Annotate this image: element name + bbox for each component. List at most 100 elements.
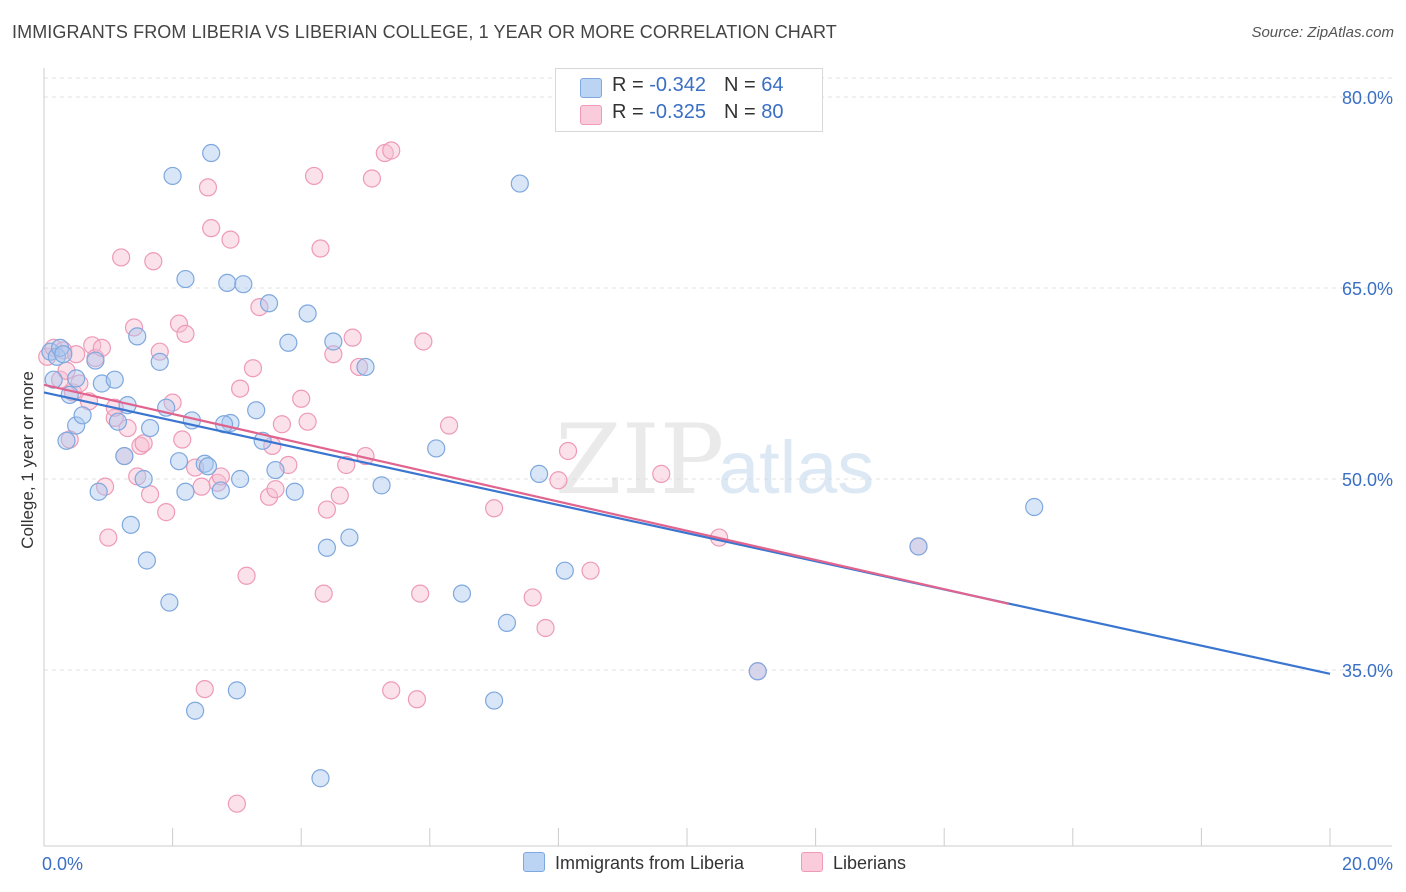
data-point-immigrants [247, 401, 266, 420]
trend-line-immigrants [43, 391, 1331, 675]
chart-source: Source: ZipAtlas.com [1251, 24, 1394, 41]
data-point-immigrants [555, 561, 574, 580]
data-point-immigrants [234, 275, 253, 294]
data-point-liberians [272, 415, 292, 434]
data-point-liberians [112, 248, 131, 267]
data-point-liberians [536, 618, 555, 638]
legend-n-label: N = [723, 101, 762, 123]
chart-title: IMMIGRANTS FROM LIBERIA VS LIBERIAN COLL… [12, 22, 837, 42]
data-point-liberians [195, 679, 214, 699]
data-point-immigrants [137, 551, 156, 570]
data-point-liberians [382, 141, 401, 160]
data-point-liberians [176, 324, 195, 343]
legend-n-value: 80 [761, 101, 784, 123]
y-tick-label: 80.0% [1342, 88, 1393, 108]
data-point-liberians [67, 345, 86, 364]
legend-r-label: R = [612, 101, 650, 123]
y-tick-label: 35.0% [1342, 661, 1393, 681]
data-point-liberians [314, 584, 333, 603]
legend-r-label: R = [612, 74, 650, 96]
data-point-immigrants [356, 357, 375, 377]
data-point-liberians [330, 486, 349, 505]
data-point-liberians [266, 480, 285, 499]
legend-r-value: -0.342 [649, 74, 706, 96]
data-point-liberians [227, 794, 246, 813]
data-point-immigrants [128, 327, 147, 346]
data-point-liberians [549, 471, 568, 490]
data-point-liberians [186, 458, 205, 477]
data-point-liberians [144, 252, 163, 271]
data-point-immigrants [485, 691, 504, 710]
data-point-liberians [317, 500, 337, 519]
data-point-immigrants [86, 351, 105, 370]
legend-r-value: -0.325 [649, 101, 706, 123]
data-point-liberians [173, 430, 192, 449]
watermark-zip: ZIP [555, 404, 724, 516]
data-point-immigrants [530, 464, 549, 484]
data-point-immigrants [176, 482, 195, 501]
data-point-immigrants [227, 681, 246, 700]
data-point-immigrants [510, 174, 529, 193]
trend-line-liberians [43, 383, 1009, 605]
data-point-liberians [198, 178, 218, 197]
legend-swatch-pink [801, 852, 823, 872]
data-point-immigrants [198, 457, 218, 476]
data-point-liberians [221, 230, 240, 249]
data-point-immigrants [169, 452, 189, 471]
data-point-immigrants [108, 412, 128, 431]
legend-item-immigrants: Immigrants from Liberia [523, 852, 744, 874]
data-point-immigrants [298, 304, 317, 323]
data-point-immigrants [279, 333, 298, 352]
data-point-immigrants [67, 416, 86, 435]
data-point-liberians [99, 528, 118, 547]
y-tick-label: 50.0% [1342, 470, 1393, 490]
data-point-liberians [192, 477, 211, 496]
data-point-immigrants [176, 269, 195, 289]
data-point-liberians [349, 357, 369, 377]
data-point-immigrants [57, 431, 76, 450]
legend-swatch-blue [523, 852, 545, 872]
data-point-immigrants [134, 469, 153, 489]
data-point-liberians [118, 418, 137, 438]
data-point-immigrants [285, 482, 304, 501]
legend-label-liberians: Liberians [833, 853, 907, 873]
data-point-immigrants [317, 538, 337, 557]
data-point-liberians [343, 328, 362, 347]
data-point-immigrants [140, 418, 160, 438]
data-point-liberians [523, 588, 542, 607]
data-point-immigrants [311, 769, 330, 788]
data-point-liberians [211, 467, 230, 486]
data-point-immigrants [195, 454, 214, 473]
data-point-liberians [292, 389, 311, 408]
data-point-immigrants [202, 143, 221, 163]
x-tick-label: 0.0% [42, 854, 83, 874]
trend-lines [43, 383, 1331, 675]
data-point-liberians [169, 314, 189, 333]
data-point-liberians [652, 464, 671, 484]
data-point-immigrants [105, 370, 124, 389]
data-point-immigrants [427, 439, 446, 458]
data-point-immigrants [186, 701, 205, 720]
legend-item-liberians: Liberians [801, 852, 906, 874]
data-point-liberians [362, 169, 382, 188]
data-point-immigrants [89, 482, 108, 501]
data-point-immigrants [211, 481, 230, 500]
x-tick-label: 20.0% [1342, 854, 1393, 874]
data-point-immigrants [150, 352, 169, 371]
data-point-liberians [237, 566, 256, 585]
data-point-immigrants [218, 273, 237, 293]
data-point-immigrants [1025, 497, 1044, 517]
legend-n-value: 64 [761, 74, 784, 96]
data-point-liberians [382, 681, 401, 700]
data-point-liberians [485, 499, 504, 518]
legend-swatch-pink [580, 105, 602, 125]
data-point-immigrants [44, 370, 63, 389]
data-point-immigrants [909, 537, 928, 556]
data-point-immigrants [497, 613, 517, 632]
data-point-liberians [337, 455, 356, 475]
data-point-immigrants [231, 469, 250, 489]
data-point-liberians [298, 412, 317, 431]
data-point-immigrants [121, 515, 140, 534]
data-point-liberians [134, 434, 153, 453]
data-point-liberians [131, 436, 150, 455]
